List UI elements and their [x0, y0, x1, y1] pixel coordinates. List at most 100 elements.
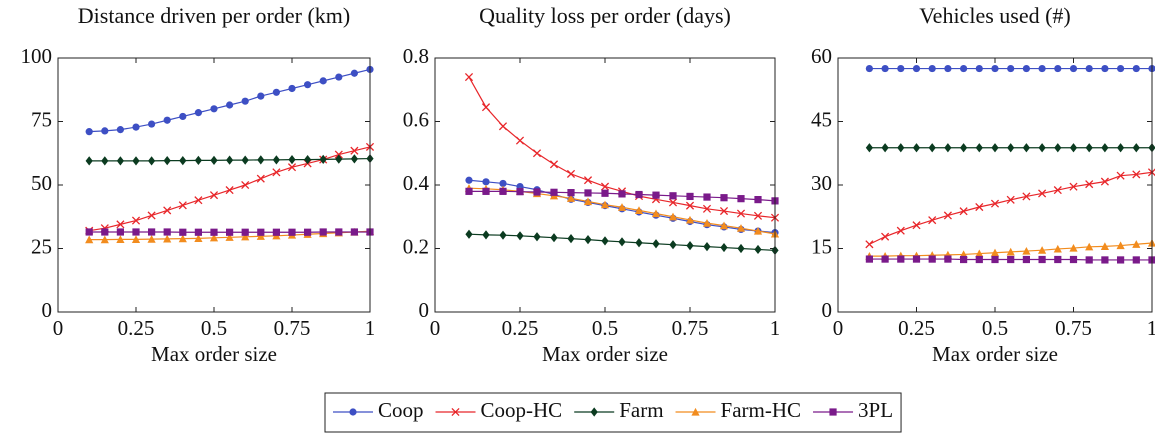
marker — [350, 154, 358, 164]
marker — [912, 64, 921, 73]
marker — [960, 64, 968, 73]
marker — [272, 228, 280, 236]
marker — [1085, 242, 1094, 251]
marker — [736, 209, 746, 218]
marker — [702, 219, 712, 227]
marker — [533, 232, 541, 242]
marker — [635, 238, 643, 248]
marker — [881, 255, 889, 263]
marker — [991, 255, 999, 264]
marker — [897, 64, 905, 73]
marker — [737, 243, 745, 254]
y-tick-label: 45 — [811, 107, 832, 131]
marker — [226, 228, 234, 236]
marker — [881, 143, 889, 153]
marker — [272, 155, 280, 165]
x-tick-label: 0.5 — [592, 316, 618, 340]
marker — [209, 191, 219, 200]
y-tick-label: 0 — [822, 298, 833, 322]
marker — [464, 72, 474, 82]
marker — [600, 200, 610, 209]
marker — [350, 69, 358, 77]
marker — [1100, 177, 1109, 186]
x-tick-label: 0.75 — [672, 316, 709, 340]
marker — [1022, 246, 1031, 255]
marker — [304, 81, 312, 89]
marker — [287, 163, 297, 172]
marker — [1116, 241, 1125, 250]
marker — [960, 143, 968, 153]
marker — [1085, 256, 1093, 264]
marker — [288, 155, 296, 165]
marker — [465, 229, 473, 239]
marker — [1038, 255, 1046, 264]
marker — [685, 215, 695, 224]
marker — [194, 155, 202, 165]
marker — [304, 228, 312, 236]
marker — [944, 143, 952, 153]
marker — [618, 237, 626, 247]
marker — [482, 178, 490, 186]
marker — [1022, 143, 1030, 153]
marker — [304, 155, 312, 165]
marker — [753, 226, 763, 235]
marker — [116, 228, 124, 236]
marker — [990, 199, 1000, 208]
chart-title: Distance driven per order (km) — [78, 3, 350, 28]
marker — [178, 201, 187, 210]
marker — [720, 242, 728, 253]
y-tick-label: 60 — [811, 44, 832, 68]
x-tick-label: 0.5 — [982, 316, 1008, 340]
marker — [194, 109, 202, 117]
marker — [1053, 244, 1062, 253]
marker — [1006, 247, 1015, 256]
marker — [1007, 255, 1015, 264]
marker — [241, 180, 250, 190]
y-tick-label: 0 — [419, 298, 430, 322]
marker — [601, 189, 609, 197]
plot-frame — [434, 57, 776, 313]
marker — [1117, 64, 1125, 73]
marker — [163, 228, 171, 236]
marker — [943, 211, 952, 220]
marker — [349, 408, 357, 416]
marker — [584, 235, 592, 245]
marker — [896, 226, 905, 235]
chart-title: Quality loss per order (days) — [479, 3, 731, 28]
marker — [583, 197, 593, 206]
marker — [567, 234, 575, 244]
y-tick-label: 25 — [31, 234, 52, 258]
marker — [583, 176, 593, 185]
plot-frame — [57, 57, 371, 313]
marker — [210, 228, 218, 236]
marker — [600, 182, 610, 191]
marker — [865, 255, 873, 263]
marker — [897, 143, 905, 153]
marker — [991, 64, 999, 73]
marker — [1069, 64, 1078, 73]
marker — [1038, 189, 1047, 198]
marker — [928, 255, 936, 263]
marker — [829, 408, 837, 416]
marker — [131, 235, 141, 243]
marker — [101, 156, 109, 166]
marker — [1054, 64, 1062, 73]
marker — [1007, 143, 1015, 153]
marker — [550, 188, 558, 196]
y-tick-label: 0.4 — [403, 171, 430, 195]
marker — [116, 156, 124, 166]
x-axis-label: Max order size — [151, 342, 277, 366]
series-line — [869, 171, 1153, 245]
marker — [912, 143, 921, 153]
marker — [1132, 256, 1140, 264]
marker — [85, 235, 94, 244]
marker — [226, 155, 234, 165]
marker — [499, 187, 507, 195]
x-tick-label: 0.75 — [1055, 316, 1092, 340]
marker — [1117, 256, 1125, 264]
y-tick-label: 75 — [31, 107, 52, 131]
marker — [533, 188, 541, 196]
marker — [618, 190, 626, 198]
chart-title: Vehicles used (#) — [919, 3, 1071, 28]
marker — [85, 128, 93, 136]
